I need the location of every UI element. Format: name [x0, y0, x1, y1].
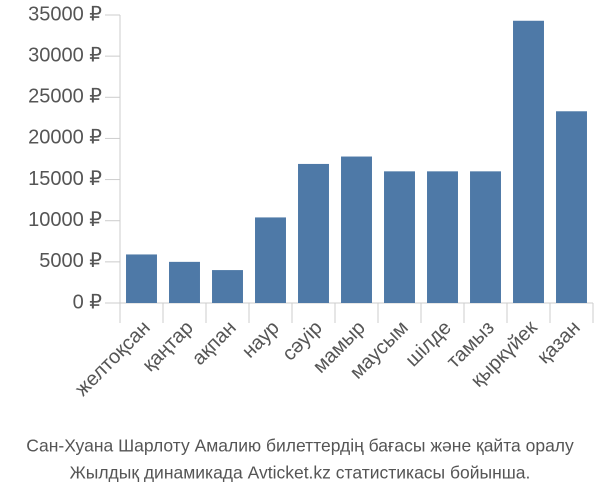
y-tick-label: 5000 ₽ — [39, 250, 102, 272]
x-tick-label: наур — [238, 317, 284, 363]
bar — [427, 171, 458, 303]
bar — [341, 156, 372, 303]
y-tick-label: 35000 ₽ — [28, 3, 102, 25]
bar — [126, 254, 157, 303]
chart-title: Сан-Хуана Шарлоту Амалию билеттердің бағ… — [26, 436, 574, 456]
chart-title: Жылдық динамикада Avticket.kz статистика… — [70, 463, 531, 483]
bar — [169, 261, 200, 303]
bar — [255, 217, 286, 303]
bar — [513, 20, 544, 303]
bar — [384, 171, 415, 303]
x-tick-label: қазан — [533, 317, 585, 369]
y-tick-label: 25000 ₽ — [28, 86, 102, 108]
bar — [470, 171, 501, 303]
y-tick-label: 30000 ₽ — [28, 44, 102, 66]
bar — [556, 111, 587, 303]
bar — [298, 163, 329, 303]
y-tick-label: 15000 ₽ — [28, 168, 102, 190]
y-tick-label: 20000 ₽ — [28, 127, 102, 149]
x-tick-label: ақпан — [188, 317, 241, 370]
y-tick-label: 10000 ₽ — [28, 209, 102, 231]
y-tick-label: 0 ₽ — [73, 291, 103, 313]
bar — [212, 270, 243, 303]
